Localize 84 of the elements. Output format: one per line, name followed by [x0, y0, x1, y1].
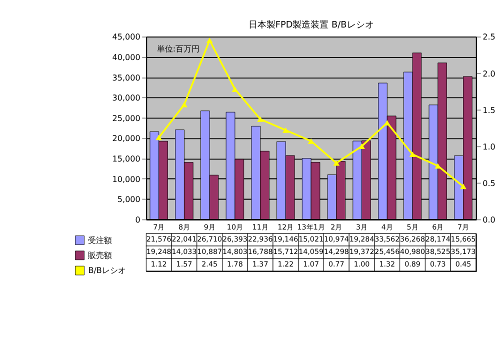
- data-label: 36,268: [400, 234, 426, 244]
- y-tick-label: 10,000: [112, 174, 140, 184]
- x-tick-label: 7月: [457, 222, 470, 232]
- data-label: 33,562: [374, 234, 400, 244]
- data-label: 14,033: [172, 247, 197, 256]
- y-tick-label: 5,000: [117, 195, 140, 204]
- data-label: 22,041: [172, 234, 197, 244]
- x-tick-label: 4月: [381, 222, 393, 232]
- annotation: 単位:百万円: [156, 44, 200, 54]
- x-tick-label: 3月: [356, 222, 368, 232]
- point: [156, 134, 162, 140]
- y-tick-label: 40,000: [112, 53, 140, 62]
- y-tick-label: 25,000: [112, 114, 140, 123]
- data-label: 2.45: [202, 260, 218, 269]
- point: [384, 120, 390, 126]
- data-label: 1.07: [303, 260, 319, 269]
- data-label: 16,788: [248, 247, 274, 256]
- point: [460, 184, 466, 190]
- data-label: 14,059: [298, 247, 324, 256]
- data-label: 19,284: [349, 234, 375, 244]
- y2-tick-label: 2.5: [482, 32, 496, 42]
- x-tick-label: 6月: [432, 222, 444, 232]
- point: [282, 127, 289, 133]
- x-tick-label: 8月: [178, 222, 190, 232]
- data-label: 10,887: [197, 247, 222, 256]
- y-tick-label: 0: [135, 215, 140, 224]
- data-label: 1.00: [354, 260, 370, 269]
- data-label: 26,710: [197, 234, 223, 244]
- legend-label: 販売額: [88, 251, 112, 260]
- data-label: 15,712: [273, 247, 298, 256]
- data-label: 28,174: [425, 234, 451, 244]
- y2-tick-label: 1.5: [482, 106, 496, 115]
- x-tick-label: 5月: [406, 222, 418, 232]
- data-label: 0.89: [404, 260, 421, 269]
- point: [181, 102, 188, 108]
- x-tick-label: 10月: [226, 222, 243, 232]
- y-tick-label: 45,000: [112, 32, 140, 42]
- y2-tick-label: 0.5: [482, 178, 496, 188]
- data-label: 40,980: [400, 247, 426, 256]
- x-tick-label: 12月: [278, 222, 294, 232]
- data-label: 1.57: [176, 260, 192, 269]
- data-label: 15,665: [450, 234, 476, 244]
- data-label: 1.78: [227, 260, 244, 269]
- point: [333, 160, 340, 166]
- y-tick-label: 15,000: [112, 154, 140, 164]
- data-label: 22,936: [248, 234, 274, 244]
- y-tick-label: 30,000: [112, 94, 140, 103]
- data-label: 0.77: [328, 260, 344, 269]
- point: [232, 86, 238, 92]
- data-label: 10,974: [324, 234, 350, 244]
- point: [308, 138, 314, 144]
- y-tick-label: 20,000: [112, 134, 140, 144]
- data-label: 0.45: [455, 260, 472, 269]
- y2-tick-label: 2.0: [482, 69, 496, 78]
- data-label: 1.32: [379, 260, 396, 269]
- point: [409, 152, 416, 157]
- chart-title: 日本製FPD製造装置 B/Bレシオ: [248, 20, 374, 31]
- x-tick-label: 2月: [330, 222, 342, 232]
- x-tick-label: 13年1月: [297, 222, 325, 232]
- data-label: 1.22: [278, 260, 294, 269]
- point: [206, 38, 213, 43]
- data-label: 19,146: [273, 234, 299, 244]
- data-label: 19,248: [146, 247, 172, 256]
- point: [358, 143, 365, 149]
- data-label: 26,393: [222, 234, 248, 244]
- data-label: 38,525: [425, 247, 450, 256]
- y2-tick-label: 0.0: [482, 215, 496, 224]
- data-label: 1.37: [252, 260, 268, 269]
- data-label: 1.12: [150, 260, 167, 269]
- legend-label: 受注額: [88, 236, 112, 245]
- data-label: 21,576: [146, 234, 172, 244]
- legend-label: B/Bレシオ: [88, 266, 126, 276]
- data-label: 0.73: [430, 260, 446, 269]
- point: [257, 116, 264, 122]
- y2-tick-label: 1.0: [482, 142, 496, 152]
- data-label: 15,021: [298, 234, 324, 244]
- data-label: 14,803: [222, 247, 248, 256]
- y-tick-label: 35,000: [112, 73, 140, 82]
- data-label: 19,372: [349, 247, 374, 256]
- x-tick-label: 7月: [153, 222, 165, 232]
- x-tick-label: 11月: [252, 222, 268, 232]
- data-label: 14,298: [324, 247, 350, 256]
- data-label: 35,173: [450, 247, 476, 256]
- x-tick-label: 9月: [204, 222, 216, 232]
